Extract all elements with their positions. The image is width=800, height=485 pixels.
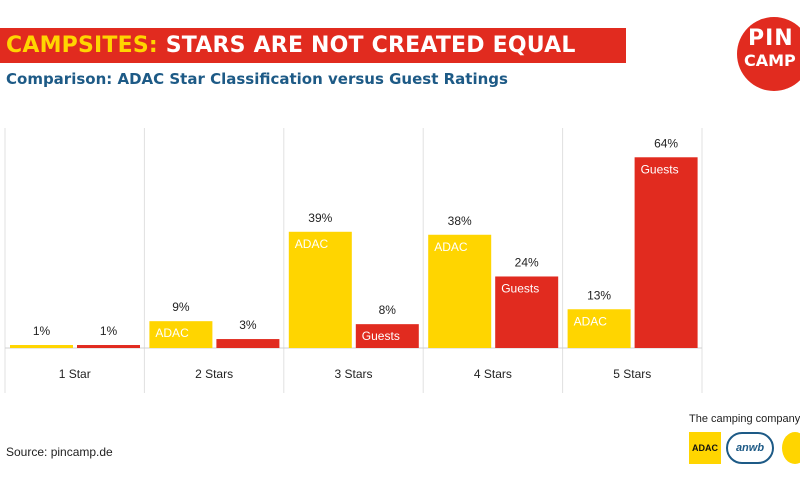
source-note: Source: pincamp.de (6, 445, 113, 459)
bar-chart: 1% 1% 1 Star 9% ADAC 3% 2 Stars 39% ADAC 8% Guests… (4, 128, 703, 393)
bar-guests (77, 345, 140, 348)
chart-subtitle: Comparison: ADAC Star Classification ver… (6, 70, 508, 88)
category-label: 2 Stars (195, 367, 233, 381)
bar-adac (567, 309, 631, 348)
bar-series-label: ADAC (155, 326, 189, 340)
anwb-logo: anwb (726, 432, 774, 464)
data-label: 24% (515, 255, 539, 269)
bar-guests (216, 339, 280, 348)
bar-guests (634, 157, 698, 348)
data-label: 39% (308, 211, 332, 225)
title-text: STARS ARE NOT CREATED EQUAL (165, 33, 576, 58)
adac-logo: ADAC (689, 432, 721, 464)
logo-line1: PIN (748, 26, 794, 51)
pincamp-logo: PIN CAMP (737, 17, 800, 91)
bar-guests (355, 324, 419, 348)
bar-series-label: Guests (641, 162, 679, 176)
title-banner (0, 28, 626, 63)
bar-adac (10, 345, 73, 348)
bar-series-label: ADAC (434, 240, 468, 254)
category-label: 4 Stars (474, 367, 512, 381)
data-label: 3% (239, 318, 257, 332)
partner-emblem-icon (782, 432, 800, 464)
category-label: 5 Stars (613, 367, 651, 381)
data-label: 1% (100, 324, 118, 338)
title-highlight: CAMPSITES: (6, 33, 158, 58)
data-label: 13% (587, 288, 611, 302)
data-label: 64% (654, 136, 678, 150)
bar-adac (149, 321, 213, 348)
logo-line2: CAMP (744, 51, 796, 70)
company-tagline: The camping company (689, 413, 800, 425)
bar-adac (428, 234, 492, 348)
bar-series-label: Guests (501, 281, 539, 295)
bar-guests (495, 276, 559, 348)
data-label: 38% (448, 214, 472, 228)
chart-title: CAMPSITES: STARS ARE NOT CREATED EQUAL (6, 33, 576, 58)
bar-series-label: ADAC (574, 314, 608, 328)
data-label: 9% (172, 300, 190, 314)
data-label: 8% (379, 303, 397, 317)
data-label: 1% (33, 324, 51, 338)
category-label: 1 Star (59, 367, 91, 381)
bar-series-label: ADAC (295, 237, 329, 251)
category-label: 3 Stars (334, 367, 372, 381)
bar-adac (288, 231, 352, 348)
bar-series-label: Guests (362, 329, 400, 343)
